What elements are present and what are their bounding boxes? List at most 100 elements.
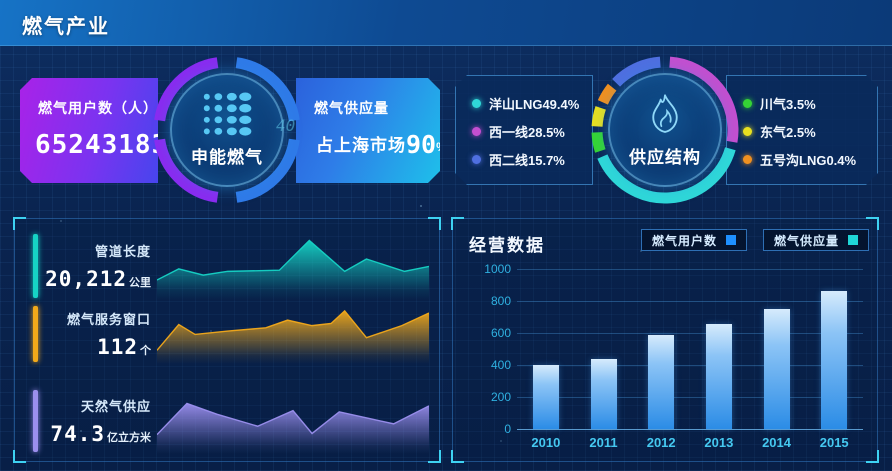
legend-dot-icon xyxy=(743,127,752,136)
y-axis-tick: 400 xyxy=(490,358,511,372)
bar-slot xyxy=(575,269,633,429)
bar-slot xyxy=(690,269,748,429)
legend-dot-icon xyxy=(472,99,481,108)
legend-item: 西一线28.5% xyxy=(472,117,592,145)
supply-market-number: 90 xyxy=(406,130,437,159)
legend-label: 西二线15.7% xyxy=(489,152,565,168)
legend-label: 五号沟LNG0.4% xyxy=(760,152,857,168)
kpi-text: 燃气服务窗口 112 个 xyxy=(41,309,151,359)
x-axis-label: 2013 xyxy=(704,435,734,450)
chart-legend-button-supply[interactable]: 燃气供应量 xyxy=(762,229,869,251)
gridline xyxy=(517,301,863,302)
gridline xyxy=(517,397,863,398)
x-axis-label: 2011 xyxy=(589,435,618,450)
corner-bracket xyxy=(13,450,26,463)
kpi-title: 天然气供应 xyxy=(80,399,151,414)
corner-bracket xyxy=(866,217,879,230)
bar[interactable] xyxy=(763,309,790,429)
kpi-title: 管道长度 xyxy=(94,244,151,259)
corner-bracket xyxy=(13,217,26,230)
kpi-unit: 个 xyxy=(140,345,151,357)
company-badge: 申能燃气 xyxy=(152,55,302,205)
legend-label: 洋山LNG49.4% xyxy=(489,96,580,112)
corner-bracket xyxy=(451,217,464,230)
kpi-text: 天然气供应 74.3 亿立方米 xyxy=(41,396,151,446)
bar-slot xyxy=(632,269,690,429)
gridline xyxy=(517,269,863,270)
gas-users-label: 燃气用户数（人） xyxy=(38,100,158,116)
corner-bracket xyxy=(428,450,441,463)
chart-legend-button-users[interactable]: 燃气用户数 xyxy=(640,229,747,251)
kpi-number: 112 xyxy=(97,335,138,359)
supply-structure-label: 供应结构 xyxy=(629,148,701,167)
company-ring xyxy=(154,57,300,203)
chart-legend-swatch xyxy=(726,235,736,245)
kpi-area-chart xyxy=(157,387,429,454)
legend-item: 洋山LNG49.4% xyxy=(472,89,592,117)
legend-item: 五号沟LNG0.4% xyxy=(743,145,877,173)
bar-series xyxy=(517,269,863,429)
kpi-number: 20,212 xyxy=(45,267,127,291)
bar[interactable] xyxy=(590,358,617,429)
supply-structure-legend-left: 洋山LNG49.4% 西一线28.5% 西二线15.7% xyxy=(455,75,593,185)
bar-slot xyxy=(748,269,806,429)
page-title: 燃气产业 xyxy=(22,16,110,38)
header-bar: 燃气产业 xyxy=(0,0,892,46)
kpi-row: 燃气服务窗口 112 个 xyxy=(15,303,439,365)
kpi-title: 燃气服务窗口 xyxy=(66,312,151,327)
kpi-unit: 亿立方米 xyxy=(107,432,151,444)
kpi-text: 管道长度 20,212 公里 xyxy=(41,241,151,291)
gas-supply-card: 燃气供应量 占上海市场90% xyxy=(296,78,440,183)
bar[interactable] xyxy=(821,291,848,429)
chart-legend-swatch xyxy=(848,235,858,245)
gridline xyxy=(517,365,863,366)
supply-structure-badge: 供应结构 xyxy=(590,55,740,205)
kpi-row: 天然气供应 74.3 亿立方米 xyxy=(15,387,439,455)
bar[interactable] xyxy=(532,365,559,429)
x-axis-label: 2015 xyxy=(819,435,849,450)
kpi-row: 管道长度 20,212 公里 xyxy=(15,231,439,301)
legend-label: 西一线28.5% xyxy=(489,124,565,140)
corner-bracket xyxy=(866,450,879,463)
kpi-accent-bar xyxy=(33,234,38,298)
legend-item: 西二线15.7% xyxy=(472,145,592,173)
corner-bracket xyxy=(428,217,441,230)
bar-slot xyxy=(517,269,575,429)
y-axis-tick: 1000 xyxy=(484,262,511,276)
x-axis-labels: 2010 2011 2012 2013 2014 2015 xyxy=(517,435,863,450)
kpi-value: 20,212 公里 xyxy=(41,267,151,291)
company-name: 申能燃气 xyxy=(191,148,263,167)
legend-item: 川气3.5% xyxy=(743,89,877,117)
supply-structure-legend-right: 川气3.5% 东气2.5% 五号沟LNG0.4% xyxy=(726,75,878,185)
corner-bracket xyxy=(451,450,464,463)
dot-grid-icon xyxy=(172,90,282,140)
legend-dot-icon xyxy=(472,127,481,136)
bar-slot xyxy=(805,269,863,429)
x-axis-label: 2012 xyxy=(646,435,676,450)
kpi-accent-bar xyxy=(33,306,38,362)
gridline xyxy=(517,333,863,334)
gas-supply-label: 燃气供应量 xyxy=(314,100,389,116)
supply-structure-ring xyxy=(591,56,739,204)
bar[interactable] xyxy=(648,334,675,429)
bar[interactable] xyxy=(705,324,732,429)
kpi-accent-bar xyxy=(33,390,38,452)
supply-market-unit: % xyxy=(436,140,447,154)
kpi-number: 74.3 xyxy=(50,422,105,446)
kpi-area-chart xyxy=(157,231,429,300)
flame-icon xyxy=(610,90,720,138)
gas-users-value: 65243183 xyxy=(35,130,169,160)
legend-label: 东气2.5% xyxy=(760,124,816,140)
y-axis-tick: 600 xyxy=(490,326,511,340)
kpi-area-chart xyxy=(157,303,429,364)
supply-market-prefix: 占上海市场 xyxy=(316,136,406,155)
company-circle: 申能燃气 xyxy=(170,73,284,187)
watermark-40: 40 xyxy=(276,116,296,135)
kpi-value: 74.3 亿立方米 xyxy=(41,422,151,446)
x-axis-label: 2010 xyxy=(531,435,561,450)
chart-legend-label: 燃气供应量 xyxy=(773,233,839,248)
y-axis-tick: 800 xyxy=(490,294,511,308)
gridline xyxy=(517,429,863,430)
kpi-trend-panel: 管道长度 20,212 公里燃气服务窗口 112 个天然气供应 74.3 亿立方米 xyxy=(13,217,441,463)
